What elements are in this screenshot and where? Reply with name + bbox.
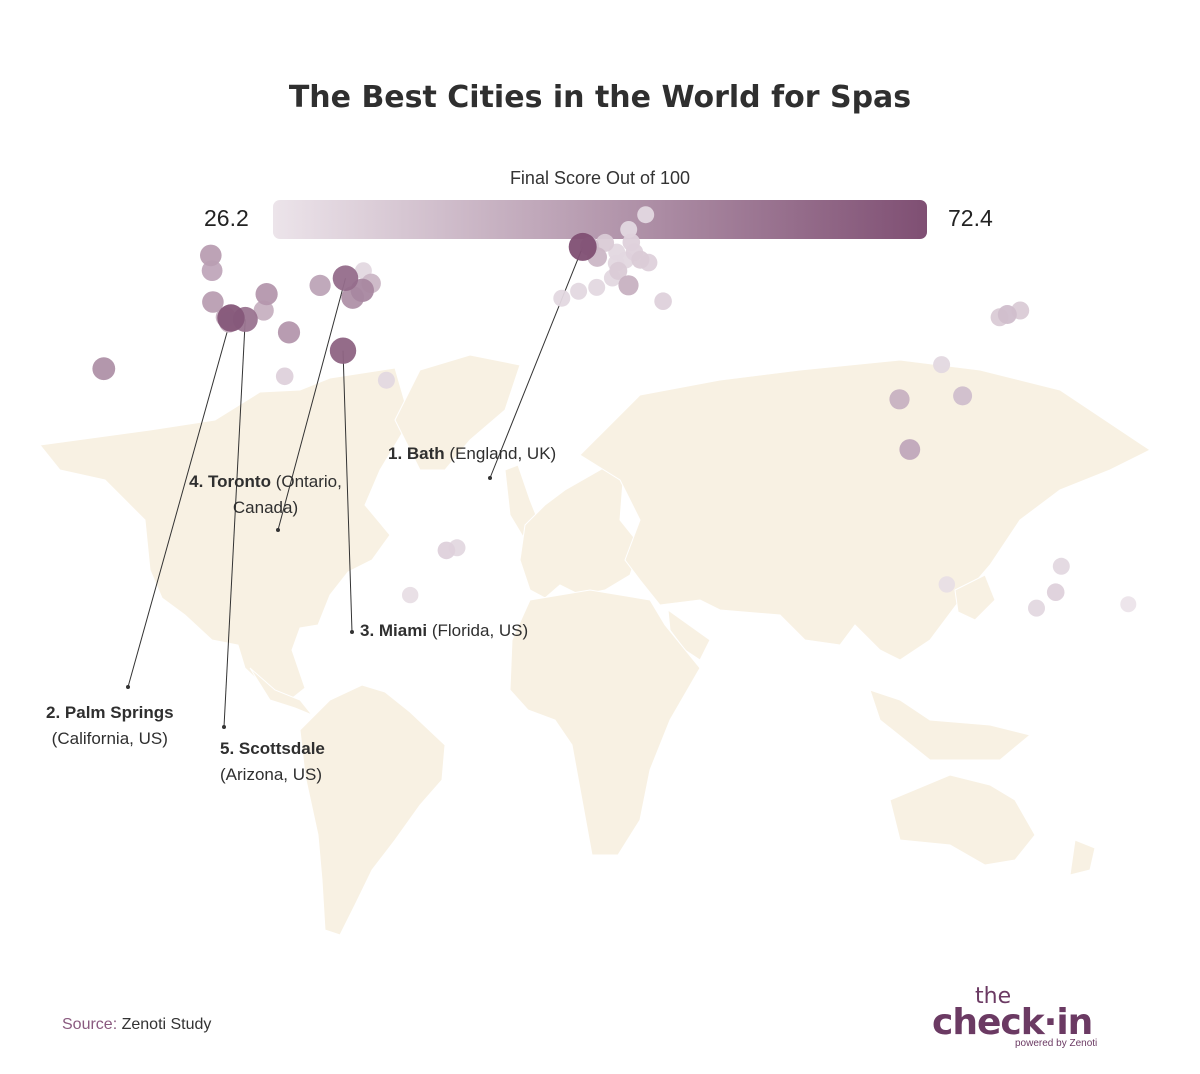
city-marker [997, 305, 1017, 324]
logo-tagline: powered by Zenoti [1015, 1038, 1098, 1049]
logo-wordmark: check·in [932, 1002, 1093, 1043]
city-marker [1028, 599, 1045, 617]
callout-bath: 1. Bath (England, UK) [388, 441, 556, 467]
land-masses [39, 354, 1151, 936]
city-marker [570, 282, 588, 300]
brand-logo: the check·in powered by Zenoti [930, 984, 1120, 1050]
leader-dot [488, 476, 492, 480]
land-shape [299, 684, 446, 936]
land-shape [249, 667, 314, 717]
source-note: Source: Zenoti Study [62, 1016, 211, 1034]
callout-rank: 2. Palm Springs [46, 703, 174, 722]
callout-rank: 5. Scottsdale [220, 739, 325, 758]
city-marker [202, 291, 224, 313]
land-shape [1069, 839, 1096, 876]
leader-dot [222, 725, 226, 729]
callout-scottsdale: 5. Scottsdale (Arizona, US) [220, 736, 325, 788]
callout-place: (California, US) [51, 729, 168, 748]
legend-min-label: 26.2 [204, 205, 249, 231]
city-marker [402, 586, 419, 604]
callout-rank: 3. Miami [360, 621, 428, 640]
city-marker [277, 321, 301, 344]
city-marker [953, 386, 973, 406]
leader-line [223, 319, 246, 728]
city-marker [253, 300, 274, 321]
page-title: The Best Cities in the World for Spas [288, 80, 912, 115]
callout-miami: 3. Miami (Florida, US) [360, 618, 528, 644]
callout-rank: 1. Bath [388, 444, 445, 463]
callout-toronto: 4. Toronto (Ontario, Canada) [173, 469, 358, 521]
city-marker [596, 233, 615, 252]
callout-place: (Florida, US) [431, 621, 529, 640]
source-value: Zenoti Study [121, 1016, 212, 1033]
land-shape [394, 354, 521, 471]
city-marker [889, 389, 910, 410]
city-marker [637, 206, 655, 224]
leader-line [342, 350, 353, 633]
city-marker [1052, 557, 1070, 575]
color-scale-bar [273, 200, 927, 239]
city-marker [1046, 583, 1065, 601]
callout-place-line2: Canada) [232, 498, 299, 517]
city-marker [275, 367, 294, 386]
land-shape [579, 359, 1151, 661]
callout-place: (England, UK) [449, 444, 557, 463]
leader-line [127, 317, 232, 688]
leader-line [277, 278, 346, 531]
city-marker [329, 337, 357, 364]
callout-place: (Ontario, [275, 472, 342, 491]
source-label: Source: [62, 1016, 118, 1033]
land-shape [889, 774, 1036, 866]
land-shape [509, 589, 701, 856]
city-marker [217, 304, 245, 332]
city-marker [933, 356, 951, 374]
city-marker [568, 232, 597, 261]
land-shape [869, 689, 1032, 761]
legend-max-label: 72.4 [948, 205, 993, 231]
city-marker [92, 357, 116, 381]
callout-leader-lines [126, 246, 584, 729]
land-shape [667, 608, 711, 661]
logo-the: the [975, 984, 1012, 1009]
leader-dot [276, 528, 280, 532]
city-marker [618, 275, 639, 296]
leader-dot [350, 630, 354, 634]
city-marker [255, 283, 278, 306]
legend-caption: Final Score Out of 100 [509, 168, 691, 188]
leader-dot [126, 685, 130, 689]
leader-line [489, 246, 584, 479]
city-marker [309, 274, 331, 296]
land-shape [519, 454, 641, 599]
callout-rank: 4. Toronto [189, 472, 271, 491]
city-marker [631, 250, 650, 269]
city-marker [938, 576, 955, 593]
city-marker [1120, 596, 1137, 613]
city-marker [377, 371, 395, 389]
land-shape [39, 367, 411, 701]
city-marker [200, 244, 222, 267]
city-marker [588, 278, 606, 296]
callout-place: (Arizona, US) [220, 765, 323, 784]
city-marker [609, 261, 628, 280]
callout-palm-springs: 2. Palm Springs (California, US) [46, 700, 174, 752]
city-marker [899, 439, 921, 460]
city-marker [437, 541, 456, 560]
land-shape [954, 574, 996, 621]
city-markers [92, 206, 1137, 617]
city-marker [332, 265, 359, 292]
city-marker [553, 289, 571, 307]
city-marker [654, 292, 672, 311]
